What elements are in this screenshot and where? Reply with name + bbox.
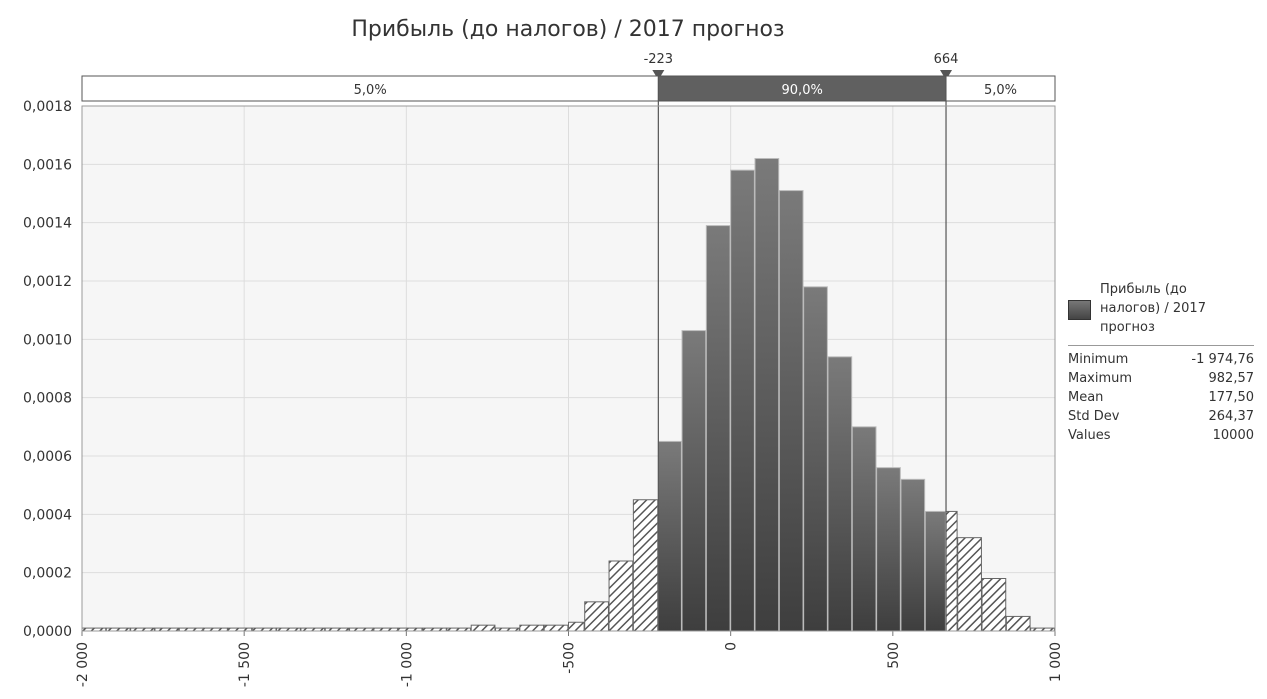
stat-value: -1 974,76 (1191, 352, 1254, 367)
x-tick-label: -2 000 (75, 642, 91, 687)
histogram-bar (705, 225, 731, 632)
y-tick-label: 0,0016 (23, 157, 72, 173)
stat-label: Mean (1068, 390, 1104, 405)
y-tick-label: 0,0018 (23, 99, 72, 115)
histogram-bar (470, 624, 496, 632)
histogram-bar (608, 560, 634, 632)
histogram-bar (803, 286, 828, 632)
y-tick-label: 0,0002 (23, 566, 72, 582)
chart-title: Прибыль (до налогов) / 2017 прогноз (351, 17, 784, 42)
x-tick-label: -500 (562, 642, 578, 674)
delimiter-marker[interactable] (652, 70, 665, 80)
y-tick-label: 0,0008 (23, 391, 72, 407)
histogram-bar (568, 621, 585, 632)
y-tick-label: 0,0012 (23, 274, 72, 290)
x-tick-label: 1 000 (1048, 642, 1064, 682)
stat-value: 10000 (1212, 428, 1254, 443)
histogram-bar (730, 169, 755, 632)
histogram-bars (81, 158, 1055, 632)
y-tick-label: 0,0000 (23, 624, 72, 640)
histogram-bar (900, 478, 926, 632)
stat-label: Minimum (1068, 352, 1129, 367)
y-tick-label: 0,0010 (23, 332, 72, 348)
stat-value: 264,37 (1208, 409, 1255, 424)
interval-label: 90,0% (782, 83, 823, 98)
histogram-bar (657, 440, 682, 632)
histogram-bar (981, 578, 1007, 632)
histogram-bar (778, 190, 804, 632)
legend: Прибыль (до налогов) / 2017 прогноз (1068, 280, 1254, 337)
legend-swatch (1068, 300, 1091, 320)
y-tick-label: 0,0014 (23, 216, 72, 232)
stat-label: Values (1068, 428, 1111, 443)
x-tick-label: -1 500 (237, 642, 253, 687)
stat-label: Maximum (1068, 371, 1133, 386)
stat-row: Values 10000 (1068, 426, 1254, 445)
histogram-bar (632, 499, 659, 632)
y-tick-label: 0,0006 (23, 449, 72, 465)
histogram-bar (945, 510, 958, 632)
histogram-bar (876, 467, 901, 632)
stat-row: Minimum -1 974,76 (1068, 350, 1254, 369)
statistics-panel: Прибыль (до налогов) / 2017 прогноз Mini… (1068, 280, 1254, 445)
histogram-bar (754, 158, 780, 632)
y-tick-label: 0,0004 (23, 507, 72, 523)
delimiter-lines: -223 664 (644, 52, 959, 631)
histogram-bar (957, 537, 982, 632)
histogram-bar (584, 601, 609, 632)
plot-frame (81, 105, 1056, 632)
histogram-bar (827, 356, 853, 632)
delimiter-marker[interactable] (940, 70, 953, 80)
stats-table: Minimum -1 974,76 Maximum 982,57 Mean 177,50 S… (1068, 350, 1254, 445)
histogram-bar (543, 624, 569, 632)
delimiter-label: -223 (644, 52, 674, 67)
stat-row: Std Dev 264,37 (1068, 407, 1254, 426)
x-tick-label: 500 (886, 642, 902, 669)
stat-value: 177,50 (1208, 390, 1255, 405)
histogram-bar (681, 330, 707, 632)
interval-segment (945, 75, 1056, 102)
interval-label: 5,0% (354, 83, 387, 98)
interval-segment (657, 75, 947, 102)
x-axis: -2 000 -1 500 -1 000 -500 0 500 1 000 (75, 631, 1064, 687)
legend-label: Прибыль (до налогов) / 2017 прогноз (1100, 282, 1206, 335)
histogram-bar (924, 510, 946, 632)
histogram-bar (519, 624, 545, 632)
stat-value: 982,57 (1208, 371, 1255, 386)
stat-label: Std Dev (1068, 409, 1120, 424)
stats-divider (1068, 345, 1254, 346)
interval-segment (81, 75, 659, 102)
histogram-bar (1005, 615, 1031, 632)
histogram-bar (851, 426, 877, 632)
stat-row: Mean 177,50 (1068, 388, 1254, 407)
interval-label: 5,0% (984, 83, 1017, 98)
y-axis: 0,0000 0,0002 0,0004 0,0006 0,0008 0,0010 0,00… (23, 99, 72, 640)
delimiter-label: 664 (934, 52, 959, 67)
x-tick-label: -1 000 (399, 642, 415, 687)
interval-bar: 5,0% 90,0% 5,0% (81, 75, 1056, 102)
stat-row: Maximum 982,57 (1068, 369, 1254, 388)
x-tick-label: 0 (724, 642, 740, 651)
